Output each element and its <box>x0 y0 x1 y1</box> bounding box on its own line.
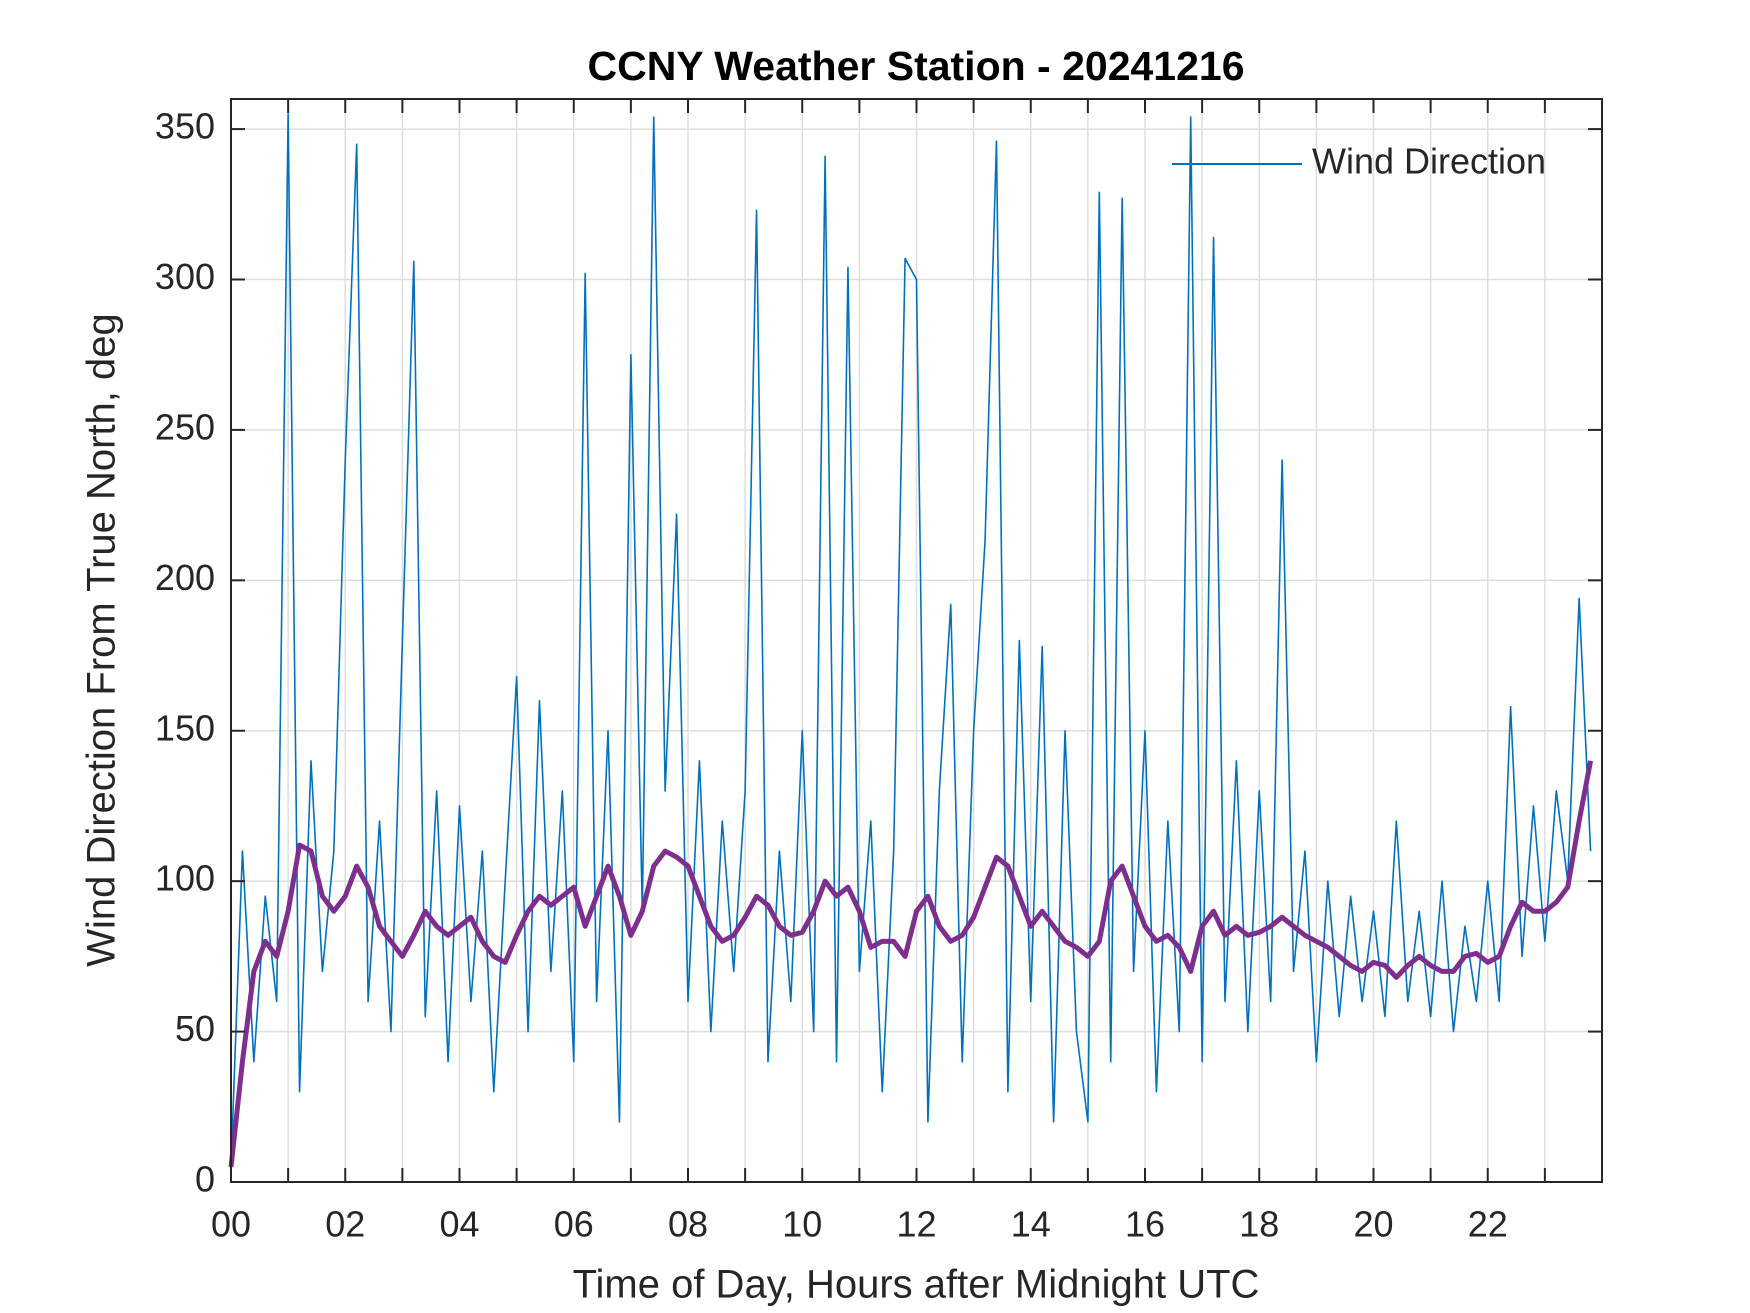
x-tick-label: 22 <box>1468 1204 1508 1245</box>
y-tick-label: 250 <box>155 406 215 447</box>
series-line <box>228 760 1594 1168</box>
y-tick-label: 100 <box>155 858 215 899</box>
x-tick-label: 14 <box>1011 1204 1051 1245</box>
x-tick-label: 12 <box>896 1204 936 1245</box>
x-tick-label: 10 <box>782 1204 822 1245</box>
x-tick-label: 16 <box>1125 1204 1165 1245</box>
y-tick-label: 150 <box>155 707 215 748</box>
series-line <box>230 113 1592 1167</box>
y-tick-label: 0 <box>195 1159 215 1200</box>
x-tick-label: 08 <box>668 1204 708 1245</box>
y-tick-label: 300 <box>155 256 215 297</box>
y-tick-label: 200 <box>155 557 215 598</box>
legend-label: Wind Direction <box>1312 141 1546 182</box>
chart-title: CCNY Weather Station - 20241216 <box>587 43 1244 89</box>
y-axis-label: Wind Direction From True North, deg <box>80 313 124 967</box>
x-tick-label: 20 <box>1353 1204 1393 1245</box>
x-axis-label: Time of Day, Hours after Midnight UTC <box>573 1263 1260 1307</box>
y-tick-label: 350 <box>155 106 215 147</box>
x-tick-label: 06 <box>554 1204 594 1245</box>
x-tick-label: 02 <box>325 1204 365 1245</box>
x-tick-label: 00 <box>211 1204 251 1245</box>
x-tick-label: 04 <box>439 1204 479 1245</box>
y-tick-label: 50 <box>175 1008 215 1049</box>
x-tick-label: 18 <box>1239 1204 1279 1245</box>
